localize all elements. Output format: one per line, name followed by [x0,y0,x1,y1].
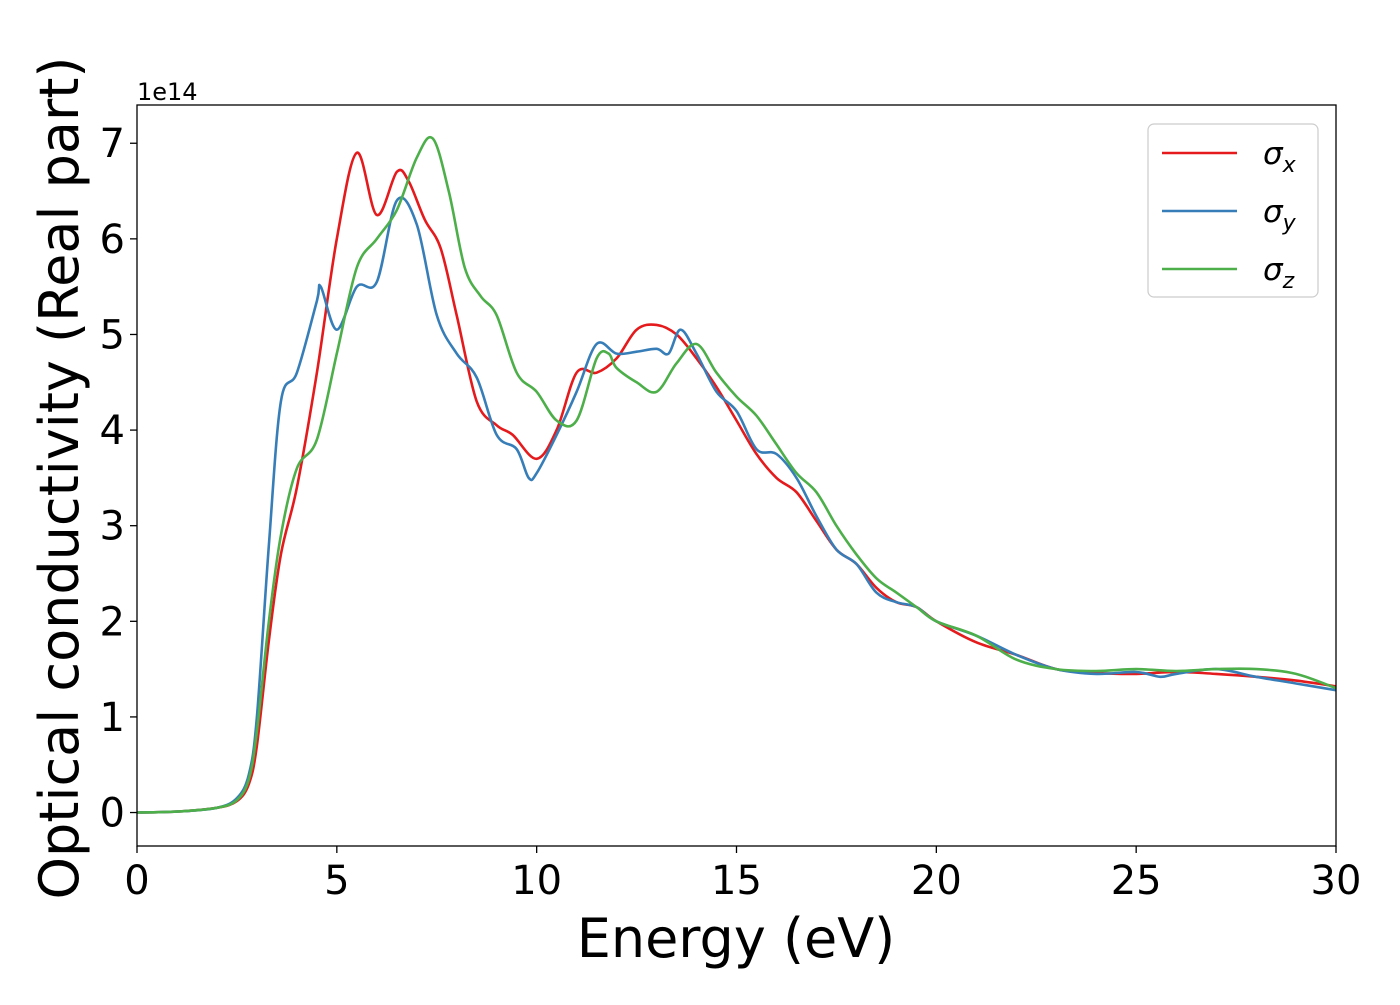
legend-label-y: σy [1263,194,1297,236]
x-tick-label: 10 [511,858,562,904]
y-tick-label: 2 [100,599,125,645]
x-axis-label: Energy (eV) [577,907,896,970]
series-line-x [136,151,1337,814]
legend-subscript: z [1282,269,1295,294]
y-axis-label: Optical conductivity (Real part) [28,57,91,900]
y-tick-label: 5 [100,312,125,358]
y-axis-ticks: 0 1 2 3 4 5 6 7 [100,121,137,837]
x-tick-label: 5 [324,858,349,904]
legend-subscript: x [1282,153,1297,178]
plot-lines [136,135,1337,814]
y-tick-label: 4 [100,408,125,454]
y-axis-multiplier: 1e14 [137,78,198,106]
y-tick-label: 0 [100,791,125,837]
y-tick-label: 7 [100,121,125,167]
legend-symbol: σ [1263,136,1284,172]
x-tick-label: 15 [711,858,762,904]
legend-symbol: σ [1263,252,1284,288]
y-tick-label: 3 [100,504,125,550]
y-tick-label: 1 [100,695,125,741]
x-tick-label: 0 [124,858,149,904]
legend-label-x: σx [1263,136,1297,178]
x-tick-label: 30 [1311,858,1362,904]
legend-subscript: y [1282,211,1297,236]
legend-symbol: σ [1263,194,1284,230]
y-tick-label: 6 [100,217,125,263]
series-line-y [136,196,1337,814]
legend-label-z: σz [1263,252,1295,294]
x-tick-label: 20 [911,858,962,904]
series-line-z [136,135,1337,814]
x-tick-label: 25 [1111,858,1162,904]
x-axis-ticks: 0 5 10 15 20 25 30 [124,846,1361,904]
